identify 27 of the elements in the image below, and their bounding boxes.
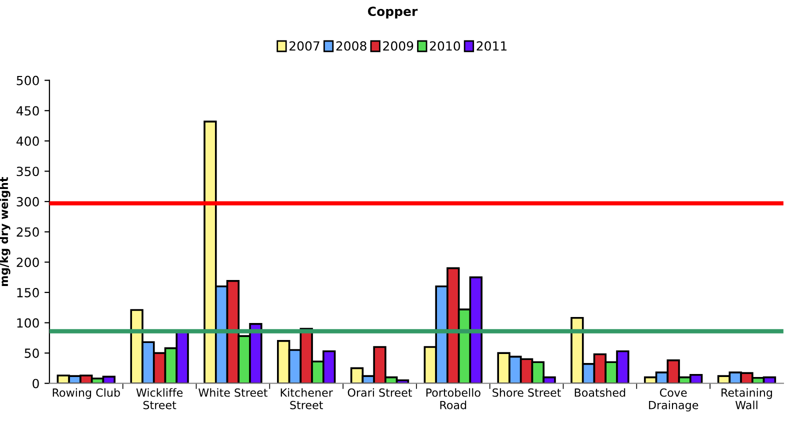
- x-tick-label: Shore Street: [492, 388, 561, 397]
- y-tick-label: 350: [16, 166, 39, 176]
- legend-label: 2011: [476, 41, 506, 51]
- y-tick-label: 450: [16, 106, 39, 116]
- chart-title: Copper: [368, 6, 418, 18]
- x-tick-label: Portobello Road: [426, 388, 480, 410]
- x-tick-label: Retaining Wall: [722, 388, 772, 410]
- x-tick-label: Wickliffe Street: [136, 388, 183, 410]
- x-tick-label: Rowing Club: [52, 388, 120, 399]
- y-tick-label: 200: [16, 258, 39, 268]
- y-tick-label: 150: [17, 288, 39, 298]
- y-tick-label: 400: [16, 136, 39, 146]
- legend-label: 2010: [430, 41, 460, 51]
- legend-label: 2008: [336, 41, 366, 51]
- y-tick-label: 250: [16, 227, 39, 237]
- y-tick-label: 50: [24, 348, 39, 358]
- legend-label: 2009: [383, 41, 414, 51]
- y-tick-label: 100: [17, 318, 39, 328]
- y-tick-label: 300: [16, 197, 39, 206]
- y-tick-label: 500: [16, 76, 39, 86]
- x-tick-label: Cove Drainage: [649, 388, 698, 412]
- x-tick-label: Kitchener Street: [280, 388, 333, 410]
- x-tick-label: Boatshed: [574, 388, 626, 397]
- x-tick-label: White Street: [198, 388, 268, 397]
- y-tick-label: 0: [32, 378, 39, 388]
- legend-label: 2007: [290, 41, 320, 51]
- x-tick-label: Orari Street: [348, 388, 412, 397]
